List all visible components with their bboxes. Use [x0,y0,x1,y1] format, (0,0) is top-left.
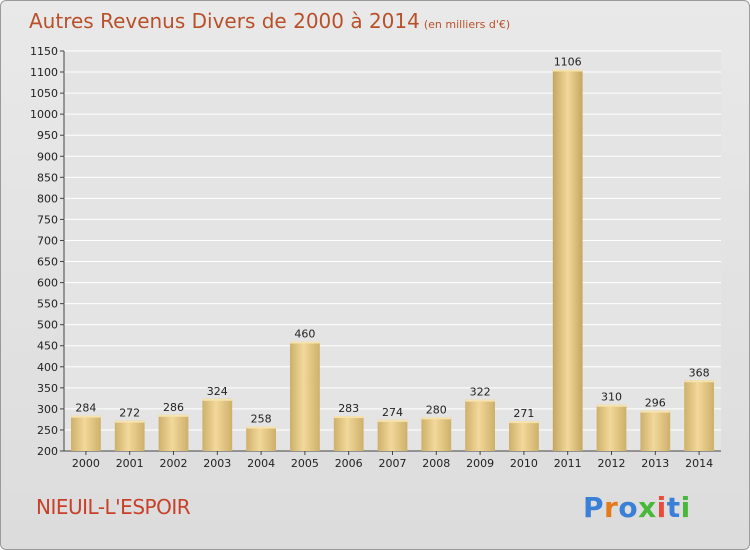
y-tick-label: 650 [37,256,58,269]
y-tick-label: 350 [37,382,58,395]
y-tick-label: 450 [37,340,58,353]
x-tick-label: 2012 [598,457,626,470]
chart-unit-note: (en milliers d'€) [423,18,511,31]
logo-letter: i [656,491,667,524]
data-label: 280 [426,403,447,416]
bar [290,341,320,451]
data-label: 296 [645,397,666,410]
bar [202,398,233,451]
bar-top [377,419,408,422]
x-tick-label: 2013 [641,457,669,470]
x-tick-label: 2010 [510,457,538,470]
logo-letter: i [680,491,691,524]
x-tick-label: 2011 [554,457,582,470]
bar [684,380,714,451]
data-label: 271 [513,407,534,420]
bar-top [333,416,364,419]
data-label: 272 [119,407,140,420]
y-tick-label: 1050 [30,87,58,100]
x-tick-label: 2000 [72,457,100,470]
bar [596,404,627,451]
data-label: 286 [163,401,184,414]
bar-top [640,410,671,413]
data-label: 1106 [554,56,582,69]
logo-letter: r [604,491,619,524]
y-tick-label: 1000 [30,108,58,121]
x-tick-label: 2002 [160,457,188,470]
y-tick-label: 900 [37,150,58,163]
y-tick-label: 550 [37,298,58,311]
x-tick-label: 2001 [116,457,144,470]
bar-top [246,426,276,429]
x-tick-label: 2005 [291,457,319,470]
bar [640,410,671,451]
y-tick-label: 800 [37,192,58,205]
data-label: 284 [75,402,96,415]
chart-title-text: Autres Revenus Divers de 2000 à 2014 [29,9,420,33]
chart-title: Autres Revenus Divers de 2000 à 2014 (en … [29,9,510,33]
logo-letter: o [618,491,639,524]
bar-top [509,421,539,424]
data-label: 368 [689,366,710,379]
y-tick-label: 400 [37,361,58,374]
bar-top [158,414,189,417]
y-tick-label: 750 [37,213,58,226]
x-tick-label: 2009 [466,457,494,470]
data-label: 274 [382,406,403,419]
bar-top [202,398,233,401]
commune-name: NIEUIL-L'ESPOIR [36,495,191,519]
data-label: 460 [294,328,315,341]
bar-top [465,399,495,402]
y-tick-label: 1100 [30,66,58,79]
data-label: 258 [251,413,272,426]
data-label: 324 [207,385,228,398]
x-tick-label: 2003 [203,457,231,470]
bar-top [421,417,452,420]
bar-top [596,404,627,407]
y-tick-label: 950 [37,129,58,142]
y-tick-label: 600 [37,277,58,290]
bar-top [71,415,101,418]
x-tick-label: 2007 [379,457,407,470]
x-tick-label: 2014 [685,457,713,470]
bar [377,419,408,451]
bar [421,417,452,451]
y-tick-label: 700 [37,234,58,247]
bar-top [114,420,145,423]
bar [509,421,539,451]
y-tick-label: 1150 [30,45,58,58]
logo-letter: P [583,491,605,524]
proxiti-logo: Proxiti [583,491,691,524]
x-tick-label: 2006 [335,457,363,470]
y-tick-label: 250 [37,424,58,437]
bar [114,420,145,451]
bar [246,426,276,451]
bar [333,416,364,451]
data-label: 322 [470,386,491,399]
logo-letter: t [666,491,681,524]
bar-top [290,341,320,344]
bar [71,415,101,451]
logo-letter: x [638,491,657,524]
data-label: 310 [601,391,622,404]
bar [552,69,583,452]
y-tick-label: 850 [37,171,58,184]
y-tick-label: 200 [37,445,58,458]
data-label: 283 [338,402,359,415]
x-tick-label: 2008 [422,457,450,470]
bar-top [552,69,583,72]
bar [158,414,189,451]
bar [465,399,495,451]
bar-top [684,380,714,383]
plot-area [64,51,721,451]
y-tick-label: 500 [37,319,58,332]
x-tick-label: 2004 [247,457,275,470]
y-tick-label: 300 [37,403,58,416]
